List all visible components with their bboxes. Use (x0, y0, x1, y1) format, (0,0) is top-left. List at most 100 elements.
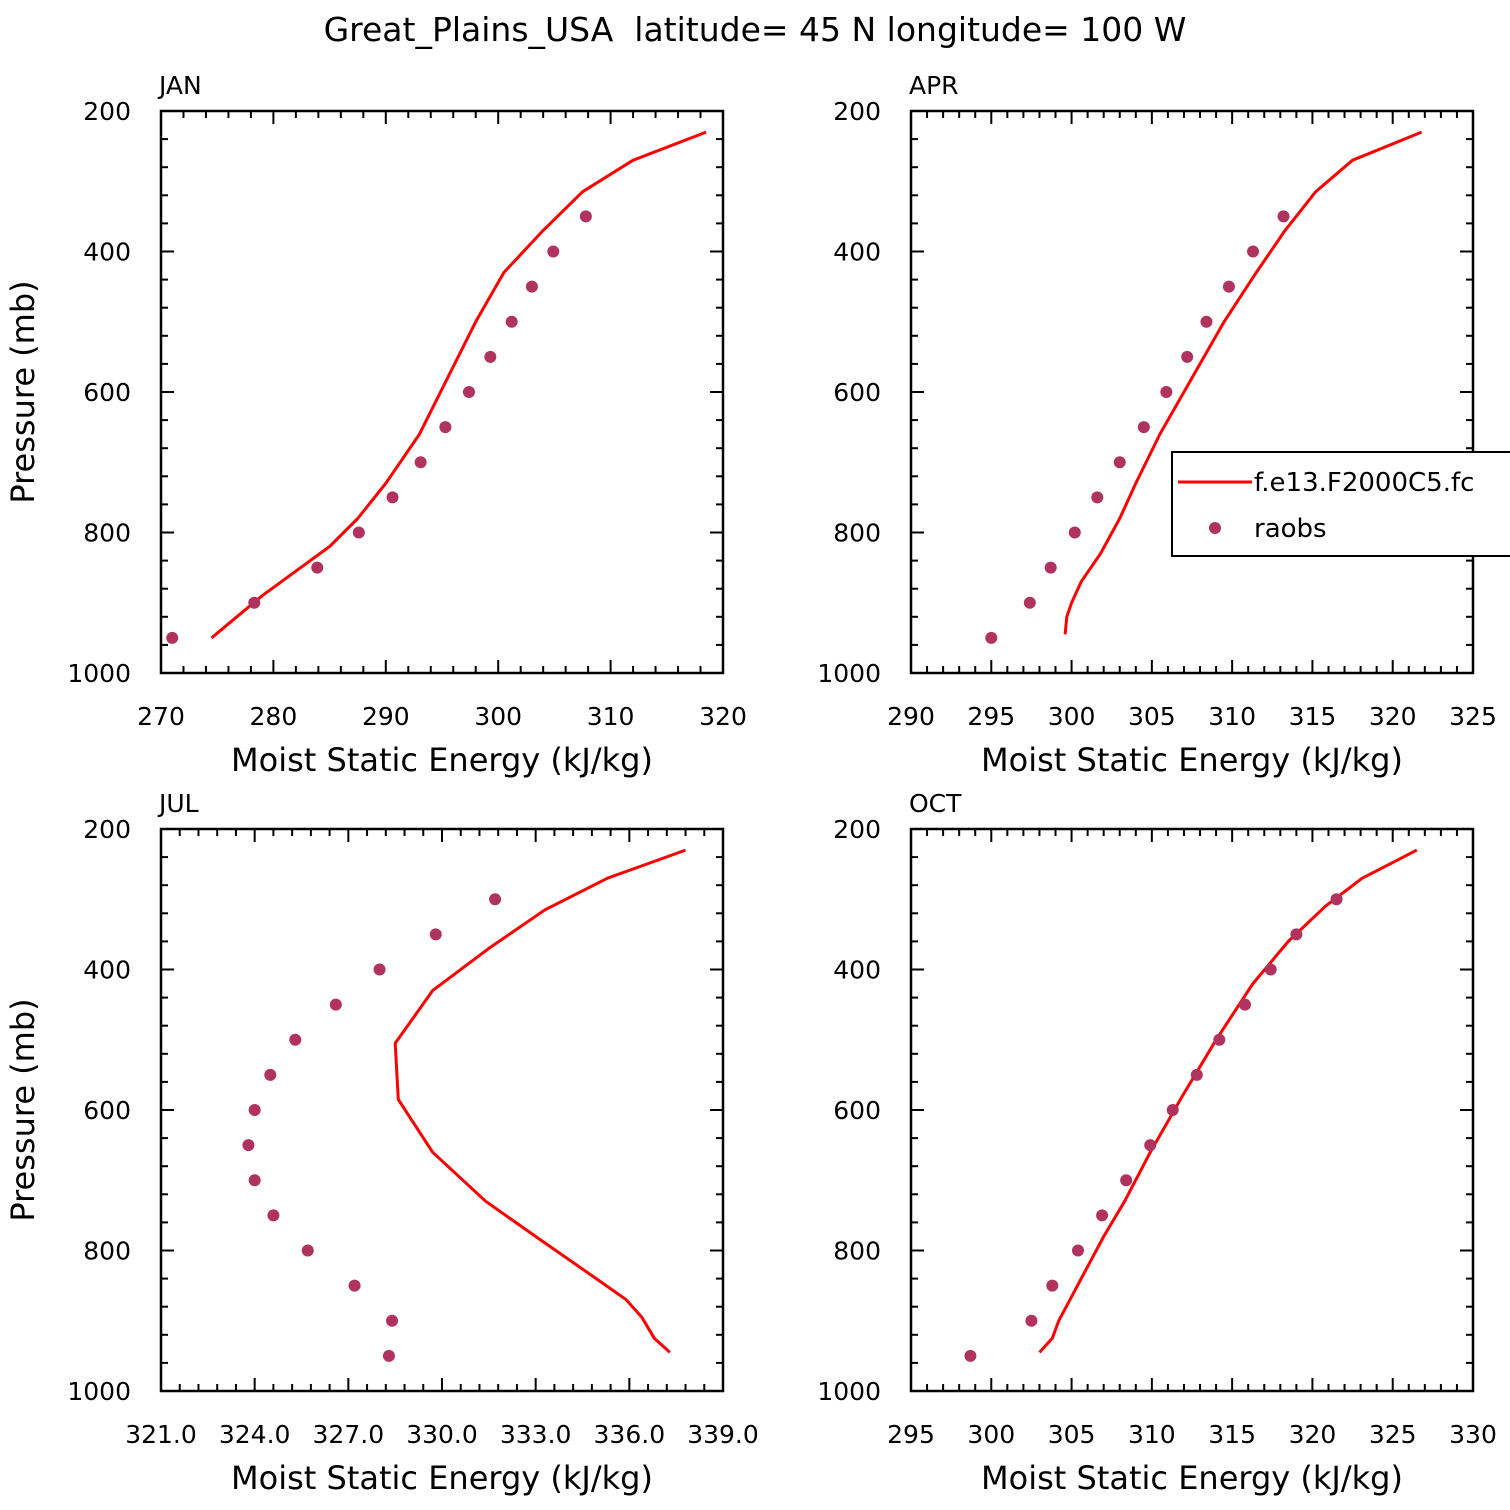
x-tick-label: 310 (1128, 1420, 1176, 1449)
legend-label: raobs (1254, 514, 1327, 544)
raobs-point (1120, 1174, 1133, 1187)
raobs-point (1071, 1244, 1084, 1257)
raobs-point (382, 1349, 395, 1362)
x-tick-label: 290 (362, 702, 410, 731)
raobs-point (1213, 1033, 1226, 1046)
y-axis-title: Pressure (mb) (4, 280, 42, 503)
y-tick-label: 200 (833, 97, 881, 126)
raobs-point (964, 1349, 977, 1362)
raobs-point (248, 596, 261, 609)
raobs-point (1330, 893, 1343, 906)
raobs-point (386, 1314, 399, 1327)
x-tick-label: 333.0 (500, 1420, 572, 1449)
raobs-point (373, 963, 386, 976)
x-axis-title: Moist Static Energy (kJ/kg) (231, 741, 653, 779)
legend: f.e13.F2000C5.fc raobs (1171, 451, 1510, 557)
x-tick-label: 330 (1449, 1420, 1497, 1449)
y-tick-label: 800 (83, 1237, 131, 1266)
x-tick-label: 280 (250, 702, 298, 731)
y-tick-label: 200 (83, 815, 131, 844)
raobs-point (1190, 1068, 1203, 1081)
chart-panel-apr: 290 295 300 305 310 315 320 325 200 400 600 800 1000… (817, 71, 1496, 779)
raobs-point (439, 421, 452, 434)
x-tick-label: 320 (699, 702, 747, 731)
x-tick-label: 310 (1208, 702, 1256, 731)
x-tick-label: 315 (1208, 1420, 1256, 1449)
plot-frame (909, 109, 1475, 675)
y-tick-label: 1000 (67, 1377, 131, 1406)
y-tick-label: 800 (833, 519, 881, 548)
x-tick-label: 320 (1369, 702, 1417, 731)
chart-panel-jul: 321.0 324.0 327.0 330.0 333.0 336.0 339.0 200 40… (4, 789, 759, 1497)
legend-label: f.e13.F2000C5.fc (1254, 468, 1474, 498)
raobs-point (301, 1244, 314, 1257)
raobs-point (1200, 315, 1213, 328)
y-tick-label: 800 (833, 1237, 881, 1266)
x-tick-label: 300 (967, 1420, 1015, 1449)
raobs-point (248, 1104, 261, 1116)
x-tick-label: 305 (1128, 702, 1176, 731)
x-tick-label: 325 (1369, 1420, 1417, 1449)
legend-box (1171, 451, 1510, 557)
y-tick-label: 600 (833, 378, 881, 407)
plot-data (166, 130, 707, 644)
chart-main-title: Great_Plains_USA latitude= 45 N longitud… (323, 10, 1187, 49)
panel-label: APR (909, 71, 959, 100)
y-tick-label: 600 (83, 378, 131, 407)
raobs-point (429, 928, 442, 941)
y-axis-title: Pressure (mb) (4, 998, 42, 1221)
raobs-point (1025, 1314, 1038, 1327)
y-tick-label: 1000 (817, 1377, 881, 1406)
x-tick-label: 336.0 (594, 1420, 666, 1449)
raobs-point (1181, 350, 1194, 363)
x-tick-label: 327.0 (313, 1420, 385, 1449)
x-tick-label: 300 (1048, 702, 1096, 731)
raobs-point (1160, 386, 1173, 398)
model-series-line (1063, 130, 1423, 635)
raobs-point (1044, 561, 1057, 574)
model-series-line (393, 848, 687, 1354)
raobs-point (1091, 491, 1104, 504)
x-tick-label: 330.0 (406, 1420, 478, 1449)
y-tick-label: 600 (83, 1096, 131, 1125)
raobs-point (484, 350, 497, 363)
y-tick-label: 400 (833, 238, 881, 267)
raobs-point (1222, 280, 1235, 293)
y-tick-label: 200 (833, 815, 881, 844)
plot-data (985, 130, 1423, 644)
x-tick-label: 270 (137, 702, 185, 731)
raobs-point (289, 1033, 302, 1046)
raobs-point (985, 631, 998, 644)
y-tick-label: 200 (83, 97, 131, 126)
raobs-point (1144, 1139, 1157, 1152)
x-tick-label: 339.0 (687, 1420, 759, 1449)
model-series-line (1038, 848, 1418, 1354)
chart-panel-jan: 270 280 290 300 310 320 200 400 600 800 1000 JAN Moi… (4, 71, 747, 779)
raobs-point (414, 456, 427, 469)
raobs-point (352, 526, 365, 539)
x-axis-title: Moist Static Energy (kJ/kg) (981, 1459, 1403, 1497)
x-tick-label: 324.0 (219, 1420, 291, 1449)
x-tick-label: 320 (1289, 1420, 1337, 1449)
raobs-point (1264, 963, 1277, 976)
x-tick-label: 300 (474, 702, 522, 731)
plot-data (964, 848, 1418, 1362)
raobs-point (462, 386, 475, 398)
x-tick-label: 305 (1048, 1420, 1096, 1449)
panel-label: JUL (157, 789, 199, 818)
x-tick-label: 315 (1289, 702, 1337, 731)
raobs-point (579, 210, 592, 223)
raobs-point (1277, 210, 1290, 223)
raobs-point (525, 280, 538, 293)
raobs-point (505, 315, 518, 328)
legend-marker-swatch (1209, 522, 1221, 534)
raobs-point (1046, 1279, 1059, 1292)
x-tick-label: 295 (887, 1420, 935, 1449)
raobs-point (311, 561, 324, 574)
raobs-point (1096, 1209, 1109, 1222)
chart-panel-oct: 295 300 305 310 315 320 325 330 200 400 600 800 1000… (817, 789, 1496, 1497)
raobs-point (1137, 421, 1150, 434)
raobs-point (348, 1279, 361, 1292)
raobs-point (386, 491, 399, 504)
